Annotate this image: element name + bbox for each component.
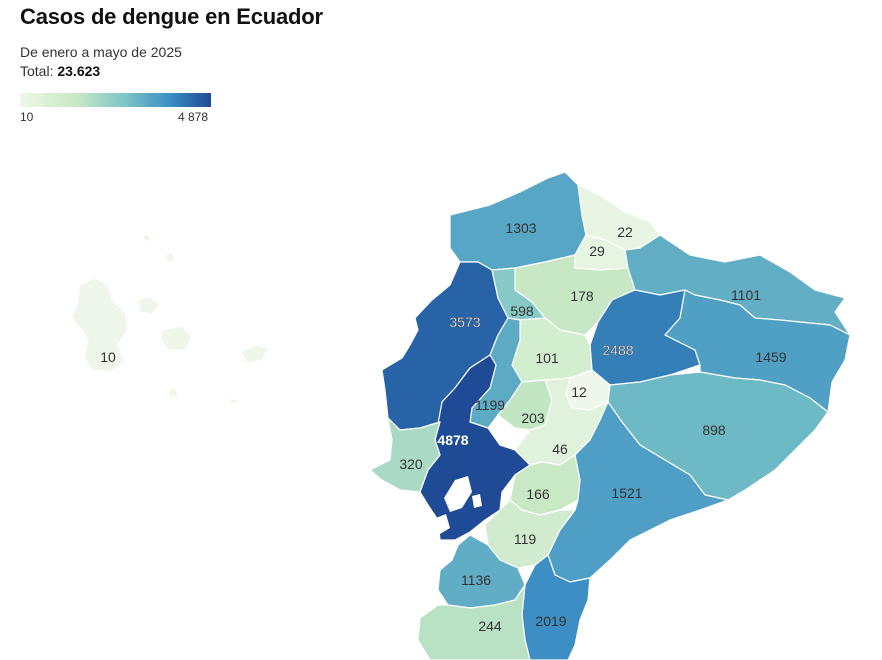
value-label: 898 <box>702 422 726 438</box>
total-line: Total: 23.623 <box>20 63 100 79</box>
legend-min-label: 10 <box>20 110 34 124</box>
total-value: 23.623 <box>57 63 101 79</box>
value-label: 46 <box>552 441 568 457</box>
value-label: 1101 <box>731 287 761 303</box>
value-label: 598 <box>510 303 534 319</box>
value-label: 178 <box>570 288 594 304</box>
value-label: 1459 <box>755 349 786 365</box>
province-orellana[interactable] <box>664 289 851 413</box>
value-label: 1136 <box>461 572 491 588</box>
value-label: 12 <box>571 384 587 400</box>
value-label: 320 <box>399 456 423 472</box>
page-title: Casos de dengue en Ecuador <box>20 4 323 29</box>
value-label: 22 <box>617 224 633 240</box>
value-label: 119 <box>514 531 537 547</box>
value-label: 1303 <box>505 220 536 236</box>
value-label: 203 <box>521 410 545 426</box>
value-label: 166 <box>526 486 550 502</box>
value-label: 2019 <box>535 613 566 629</box>
value-label: 4878 <box>437 432 468 448</box>
value-label: 2488 <box>602 342 633 358</box>
value-label: 1199 <box>475 397 505 413</box>
province-galapagos[interactable] <box>71 233 269 405</box>
value-label: 3573 <box>449 314 480 330</box>
value-labels: 10 1303 22 29 178 1101 3573 598 2488 101… <box>100 220 787 634</box>
value-label: 29 <box>589 243 605 259</box>
legend-color-scale <box>20 93 211 107</box>
province-loja[interactable] <box>417 584 531 660</box>
value-label: 10 <box>100 349 116 365</box>
legend-max-label: 4 878 <box>178 110 209 124</box>
province-santa-elena[interactable] <box>369 417 441 493</box>
estuary-islands <box>436 476 482 534</box>
value-label: 1521 <box>611 485 642 501</box>
value-label: 101 <box>535 350 559 366</box>
total-label: Total: <box>20 63 54 79</box>
value-label: 244 <box>478 618 502 634</box>
subtitle: De enero a mayo de 2025 <box>20 44 182 60</box>
